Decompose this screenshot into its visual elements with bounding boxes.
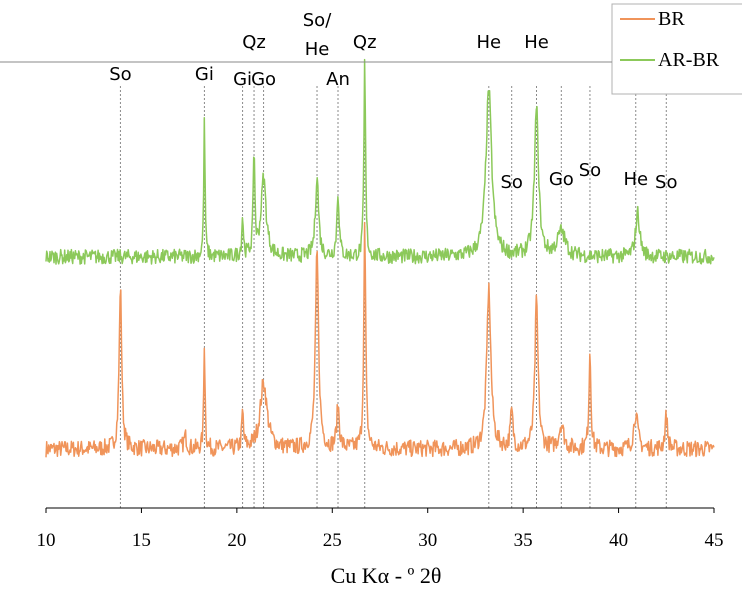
peak-label: He	[524, 32, 549, 53]
x-tick-label: 40	[609, 530, 628, 551]
x-tick-label: 15	[132, 530, 151, 551]
peak-label: Qz	[353, 32, 377, 53]
peak-label: So/	[303, 10, 332, 31]
peak-label: He	[476, 32, 501, 53]
x-tick-label: 45	[705, 530, 724, 551]
x-tick-label: 20	[227, 530, 246, 551]
legend-label-ar-br: AR-BR	[658, 49, 720, 71]
x-tick-label: 30	[418, 530, 437, 551]
peak-label: So	[500, 172, 522, 193]
peak-label: Gi	[233, 69, 252, 90]
peak-label: So	[655, 172, 677, 193]
peak-label: Go	[549, 169, 574, 190]
peak-label: He	[305, 39, 330, 60]
series-line-br	[45, 221, 715, 458]
x-tick-label: 10	[37, 530, 56, 551]
x-axis-title: Cu Kα - º 2θ	[331, 563, 442, 588]
peak-label: He	[623, 169, 648, 190]
x-tick-label: 35	[514, 530, 533, 551]
x-tick-label: 25	[323, 530, 342, 551]
peak-label: So	[579, 160, 601, 181]
peak-label: Go	[251, 69, 276, 90]
peak-label: So	[109, 64, 131, 85]
legend: BR AR-BR	[0, 3, 742, 95]
x-axis: 10 15 20 25 30 35 40 45	[37, 507, 724, 551]
peak-label: Qz	[242, 32, 266, 53]
series-line-ar-br	[45, 58, 715, 265]
legend-label-br: BR	[658, 8, 685, 30]
peak-label: Gi	[195, 64, 214, 85]
peak-label: An	[326, 69, 350, 90]
